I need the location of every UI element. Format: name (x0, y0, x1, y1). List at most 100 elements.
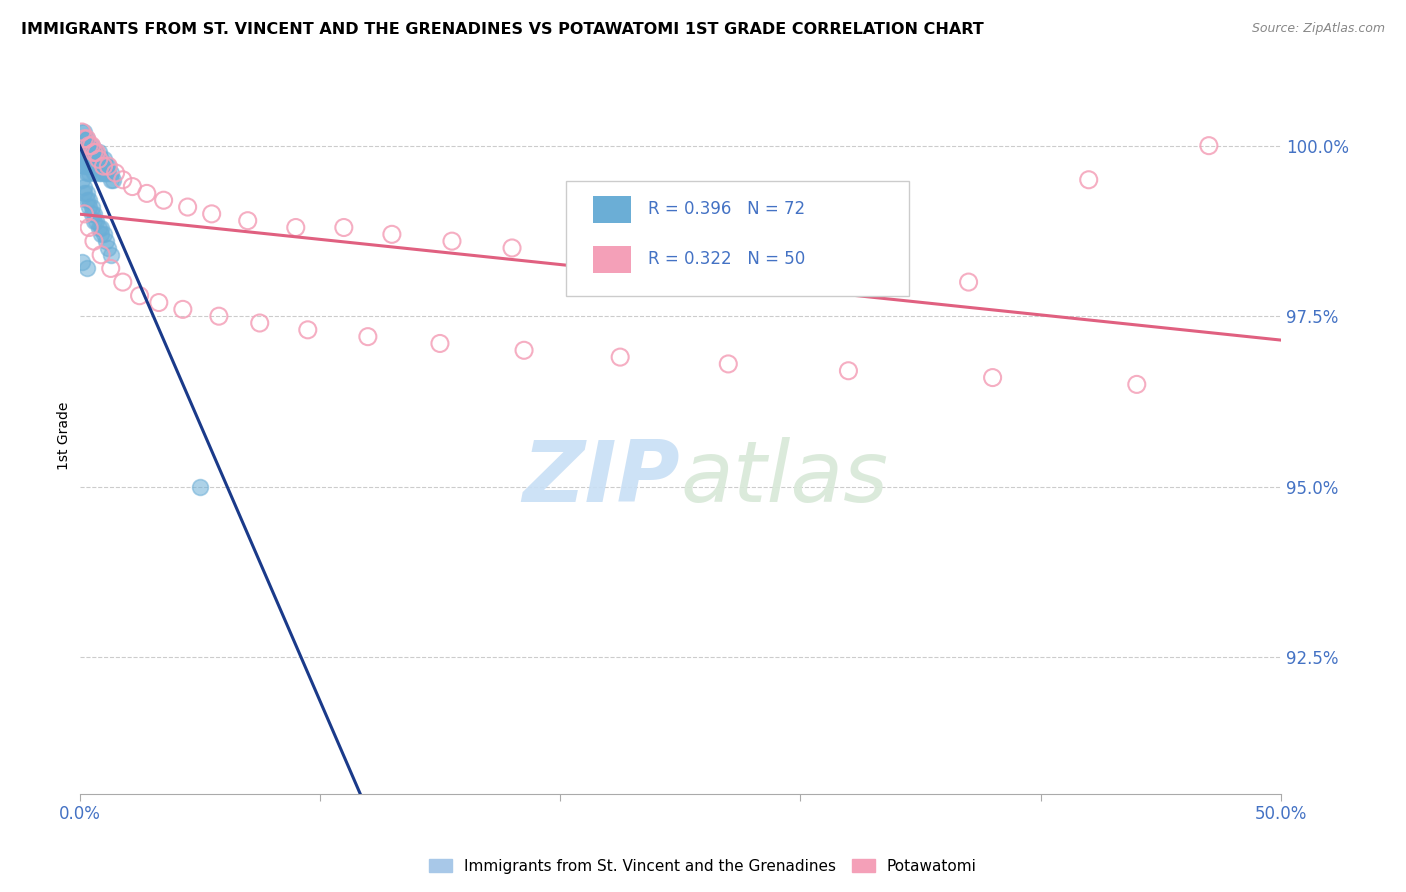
Point (70, 138, 93, 153)
Point (357, 329, 380, 343)
Point (77, 200, 100, 214)
Point (76, 166, 98, 180)
Point (76, 132, 98, 146)
Point (645, 254, 668, 268)
Point (86, 159, 108, 173)
Point (297, 323, 319, 337)
Point (90, 159, 112, 173)
Point (101, 173, 124, 187)
Point (83, 145, 105, 160)
Point (70, 125, 93, 139)
Point (80, 138, 103, 153)
Point (90, 220, 112, 235)
Point (188, 480, 211, 494)
Point (80, 207, 103, 221)
Point (94, 166, 117, 180)
Text: IMMIGRANTS FROM ST. VINCENT AND THE GRENADINES VS POTAWATOMI 1ST GRADE CORRELATI: IMMIGRANTS FROM ST. VINCENT AND THE GREN… (21, 22, 984, 37)
Point (93, 159, 115, 173)
Point (73, 186, 96, 201)
Point (501, 241, 523, 255)
Point (90, 153, 112, 167)
Point (73, 132, 96, 146)
Point (87, 220, 110, 235)
Point (86, 153, 108, 167)
Point (440, 234, 463, 248)
Point (77, 159, 100, 173)
Point (176, 200, 198, 214)
Point (87, 145, 110, 160)
Point (73, 207, 96, 221)
Point (249, 316, 271, 330)
Point (76, 193, 98, 207)
FancyBboxPatch shape (567, 181, 908, 296)
Point (121, 179, 143, 194)
Point (77, 220, 100, 235)
Point (76, 132, 98, 146)
Point (93, 159, 115, 173)
Point (837, 268, 859, 283)
Point (86, 213, 108, 227)
Point (1077, 173, 1099, 187)
Point (73, 159, 96, 173)
Point (284, 220, 307, 235)
Point (73, 179, 96, 194)
Point (93, 227, 115, 242)
Point (87, 159, 110, 173)
Point (83, 159, 105, 173)
Point (86, 145, 108, 160)
Y-axis label: 1st Grade: 1st Grade (58, 401, 72, 470)
Point (90, 166, 112, 180)
Point (152, 193, 174, 207)
Point (80, 138, 103, 153)
Point (1126, 377, 1149, 392)
Point (73, 138, 96, 153)
Text: R = 0.396   N = 72: R = 0.396 N = 72 (648, 200, 804, 219)
Point (172, 302, 194, 317)
Text: atlas: atlas (681, 437, 889, 520)
Point (77, 145, 100, 160)
Point (1198, 138, 1220, 153)
Point (100, 166, 122, 180)
Point (201, 207, 224, 221)
Point (76, 261, 98, 276)
Point (333, 220, 356, 235)
Point (83, 166, 105, 180)
FancyBboxPatch shape (592, 195, 631, 223)
Point (741, 261, 763, 276)
Point (97, 241, 120, 255)
Point (513, 343, 536, 358)
Point (135, 186, 157, 201)
Point (77, 166, 100, 180)
Point (87, 153, 110, 167)
Point (77, 153, 100, 167)
Point (70, 132, 93, 146)
Point (73, 132, 96, 146)
Point (100, 248, 122, 262)
FancyBboxPatch shape (592, 246, 631, 273)
Point (87, 153, 110, 167)
Point (957, 275, 980, 289)
Point (94, 159, 117, 173)
Point (77, 138, 100, 153)
Point (70, 153, 93, 167)
Point (837, 364, 859, 378)
Point (83, 145, 105, 160)
Point (76, 186, 98, 201)
Point (83, 207, 105, 221)
Point (104, 166, 127, 180)
Legend: Immigrants from St. Vincent and the Grenadines, Potawatomi: Immigrants from St. Vincent and the Gren… (423, 853, 983, 880)
Point (80, 153, 103, 167)
Point (73, 125, 96, 139)
Point (77, 193, 100, 207)
Point (100, 261, 122, 276)
Point (93, 166, 115, 180)
Point (93, 153, 115, 167)
Point (76, 153, 98, 167)
Point (80, 200, 103, 214)
Point (76, 145, 98, 160)
Point (429, 336, 451, 351)
Point (111, 275, 134, 289)
Point (236, 213, 259, 227)
Point (87, 166, 110, 180)
Point (981, 370, 1004, 384)
